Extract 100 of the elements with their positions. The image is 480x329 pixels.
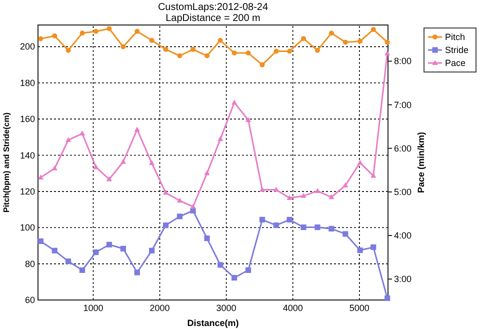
point [357,247,363,254]
point [134,28,140,34]
point [149,38,154,43]
point [80,30,85,36]
point [232,50,237,56]
point [314,48,320,53]
y-tick-label: 180 [20,78,35,88]
x-tick-label: 5000 [349,303,370,313]
point [342,231,348,237]
point [65,258,72,264]
y-tick-label: 160 [20,114,35,124]
point [300,224,306,230]
point [218,38,223,43]
point [52,248,58,254]
y2-tick-label: 3:00 [394,274,412,284]
point [120,246,126,252]
point [384,295,390,301]
point [328,194,334,200]
y-tick-label: 100 [20,222,35,233]
point [162,222,169,228]
point [246,50,251,56]
point [106,26,112,32]
point [176,214,183,220]
point [93,28,98,34]
point [370,244,376,250]
point [314,224,320,230]
point [357,160,363,165]
y-tick-label: 60 [24,295,35,305]
point [231,100,238,105]
point [287,48,292,54]
y-tick-label: 120 [20,186,35,196]
y2-tick-label: 5:00 [394,186,412,197]
point [342,40,348,45]
point [38,36,44,42]
y-tick-label: 140 [20,150,35,160]
point [93,164,99,170]
point [148,160,155,166]
point [342,182,348,188]
x-tick-label: 2000 [150,303,170,313]
point [245,117,252,122]
point [204,236,210,242]
point [260,62,265,68]
point [177,53,182,58]
point [176,198,183,203]
point [274,48,279,54]
point [38,174,44,180]
point [300,36,306,42]
y-tick-label: 80 [24,258,35,269]
point [66,48,71,53]
point [120,158,126,164]
y-axis-title: Pitch(bpm) and Stride(cm) [2,112,11,213]
y2-axis-title: Pace (min/km) [416,132,426,194]
point [384,50,390,56]
point [134,270,140,276]
x-tick-label: 1000 [83,303,104,313]
point [190,204,196,209]
point [120,44,126,50]
point [106,242,112,248]
point [190,46,196,52]
point [106,176,112,182]
point [314,188,320,194]
point [300,192,306,198]
point [93,249,99,256]
chart-subtitle: LapDistance = 200 m [166,13,260,24]
point [328,226,334,232]
legend-label: Stride [445,45,469,55]
legend-label: Pitch [445,32,466,42]
x-tick-label: 3000 [216,303,236,313]
point [286,216,292,222]
point [384,40,390,45]
point [204,170,210,176]
y-tick-label: 200 [20,42,35,52]
point [259,186,266,192]
point [148,248,155,254]
y2-tick-label: 7:00 [394,100,412,110]
point [65,137,72,142]
point [218,136,224,142]
point [204,53,210,58]
point [79,267,86,273]
y2-tick-label: 6:00 [394,143,412,154]
point [218,262,224,268]
y2-tick-label: 8:00 [394,56,412,66]
chart-title: CustomLaps:2012-08-24 [158,2,268,13]
point [328,30,334,36]
point [163,46,168,52]
y2-tick-label: 4:00 [394,230,412,240]
point [259,216,266,222]
point [190,208,196,214]
point [52,33,58,38]
point [134,126,140,132]
point [286,195,292,200]
x-tick-label: 4000 [282,303,303,313]
x-axis-title: Distance(m) [187,318,239,328]
point [231,274,238,281]
point [38,238,44,244]
point [370,27,376,32]
point [245,267,252,273]
point [358,38,363,44]
legend-label: Pace [445,58,466,68]
point [273,222,280,228]
